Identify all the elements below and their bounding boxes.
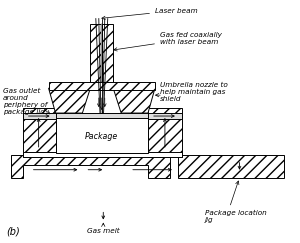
Polygon shape xyxy=(90,24,101,82)
Bar xyxy=(49,82,155,90)
Bar xyxy=(23,113,182,119)
Polygon shape xyxy=(49,88,90,113)
Bar xyxy=(23,152,182,157)
Text: Package location
jig: Package location jig xyxy=(205,209,266,223)
Polygon shape xyxy=(11,155,170,178)
Bar xyxy=(56,118,148,153)
Text: Gas fed coaxially
with laser beam: Gas fed coaxially with laser beam xyxy=(114,32,222,51)
Text: Gas melt: Gas melt xyxy=(87,228,120,234)
Text: Gas outlet
around
periphery of
package lid: Gas outlet around periphery of package l… xyxy=(3,88,47,115)
Polygon shape xyxy=(102,24,113,82)
Text: (b): (b) xyxy=(6,226,20,236)
Bar xyxy=(101,24,102,82)
Polygon shape xyxy=(148,108,182,157)
Polygon shape xyxy=(113,88,155,113)
Polygon shape xyxy=(178,155,284,178)
Polygon shape xyxy=(23,108,56,157)
Text: Package: Package xyxy=(85,132,118,141)
Text: Umbrella nozzle to
help maintain gas
shield: Umbrella nozzle to help maintain gas shi… xyxy=(160,82,228,102)
Text: Laser beam: Laser beam xyxy=(102,8,198,19)
